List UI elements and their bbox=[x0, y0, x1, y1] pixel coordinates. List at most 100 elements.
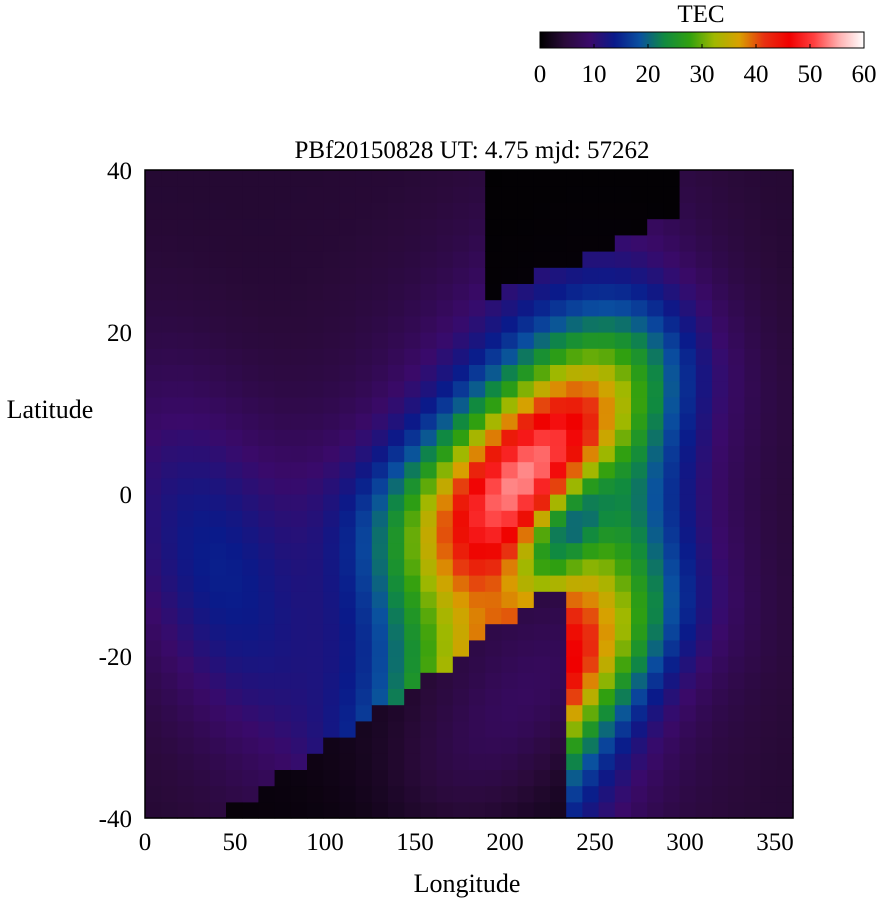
heatmap-cell bbox=[290, 348, 308, 365]
heatmap-cell bbox=[388, 591, 405, 608]
heatmap-cell bbox=[485, 364, 502, 382]
heatmap-cell bbox=[274, 785, 292, 803]
heatmap-cell bbox=[760, 720, 778, 738]
heatmap-cell bbox=[533, 186, 551, 203]
heatmap-cell bbox=[598, 623, 616, 641]
heatmap-cell bbox=[679, 202, 697, 220]
heatmap-cell bbox=[485, 510, 502, 527]
heatmap-cell bbox=[436, 575, 454, 592]
heatmap-cell bbox=[631, 299, 648, 317]
heatmap-cell bbox=[776, 396, 794, 414]
heatmap-cell bbox=[339, 170, 357, 187]
heatmap-cell bbox=[614, 737, 632, 754]
heatmap-cell bbox=[355, 720, 373, 738]
heatmap-cell bbox=[161, 575, 178, 592]
heatmap-cell bbox=[193, 542, 211, 560]
heatmap-cell bbox=[242, 737, 259, 754]
heatmap-cell bbox=[517, 688, 535, 706]
heatmap-cell bbox=[226, 526, 243, 544]
heatmap-cell bbox=[258, 461, 276, 479]
heatmap-cell bbox=[647, 332, 664, 349]
heatmap-cell bbox=[452, 413, 470, 430]
heatmap-cell bbox=[679, 494, 697, 511]
heatmap-cell bbox=[290, 672, 308, 689]
heatmap-cell bbox=[695, 461, 713, 479]
heatmap-cell bbox=[209, 332, 227, 349]
heatmap-cell bbox=[404, 348, 421, 365]
heatmap-cell bbox=[161, 429, 178, 446]
heatmap-cell bbox=[614, 542, 632, 560]
heatmap-cell bbox=[517, 672, 535, 689]
heatmap-cell bbox=[177, 461, 195, 479]
heatmap-cell bbox=[452, 639, 470, 657]
heatmap-cell bbox=[647, 623, 664, 641]
heatmap-cell bbox=[728, 315, 745, 333]
heatmap-cell bbox=[323, 801, 340, 819]
heatmap-cell bbox=[388, 283, 405, 301]
heatmap-cell bbox=[274, 623, 292, 641]
heatmap-cell bbox=[614, 753, 632, 770]
heatmap-cell bbox=[307, 494, 324, 511]
heatmap-cell bbox=[501, 494, 519, 511]
heatmap-cell bbox=[598, 510, 616, 527]
heatmap-cell bbox=[776, 299, 794, 317]
heatmap-cell bbox=[436, 801, 454, 819]
heatmap-cell bbox=[712, 234, 729, 252]
heatmap-cell bbox=[598, 445, 616, 463]
x-tick-label: 100 bbox=[306, 829, 344, 856]
heatmap-cell bbox=[614, 234, 632, 252]
heatmap-cell bbox=[323, 656, 340, 673]
heatmap-cell bbox=[695, 283, 713, 301]
heatmap-cell bbox=[420, 623, 438, 641]
heatmap-cell bbox=[404, 558, 421, 576]
heatmap-cell bbox=[290, 639, 308, 657]
heatmap-cell bbox=[598, 315, 616, 333]
heatmap-cell bbox=[420, 283, 438, 301]
heatmap-cell bbox=[712, 380, 729, 398]
heatmap-cell bbox=[436, 672, 454, 689]
heatmap-cell bbox=[177, 801, 195, 819]
heatmap-cell bbox=[614, 656, 632, 673]
heatmap-cell bbox=[663, 477, 681, 495]
heatmap-cell bbox=[728, 186, 745, 203]
heatmap-cell bbox=[469, 202, 486, 220]
heatmap-cell bbox=[566, 429, 583, 446]
heatmap-cell bbox=[760, 429, 778, 446]
heatmap-cell bbox=[193, 801, 211, 819]
heatmap-cell bbox=[776, 785, 794, 803]
heatmap-cell bbox=[371, 656, 389, 673]
heatmap-cell bbox=[566, 380, 583, 398]
heatmap-cell bbox=[776, 753, 794, 770]
heatmap-cell bbox=[177, 510, 195, 527]
heatmap-cell bbox=[209, 267, 227, 284]
heatmap-cell bbox=[388, 461, 405, 479]
heatmap-cell bbox=[209, 720, 227, 738]
heatmap-cell bbox=[371, 720, 389, 738]
heatmap-cell bbox=[339, 251, 357, 268]
heatmap-cell bbox=[436, 202, 454, 220]
heatmap-cell bbox=[436, 170, 454, 187]
heatmap-cell bbox=[566, 364, 583, 382]
heatmap-cell bbox=[161, 234, 178, 252]
heatmap-cell bbox=[355, 801, 373, 819]
heatmap-cell bbox=[744, 704, 762, 722]
heatmap-cell bbox=[614, 639, 632, 657]
heatmap-cell bbox=[582, 299, 600, 317]
heatmap-cell bbox=[760, 380, 778, 398]
heatmap-cell bbox=[598, 494, 616, 511]
heatmap-cell bbox=[566, 251, 583, 268]
heatmap-cell bbox=[145, 445, 162, 463]
heatmap-cell bbox=[226, 315, 243, 333]
heatmap-cell bbox=[226, 186, 243, 203]
heatmap-cell bbox=[582, 267, 600, 284]
heatmap-cell bbox=[388, 186, 405, 203]
heatmap-cell bbox=[582, 348, 600, 365]
heatmap-cell bbox=[177, 186, 195, 203]
heatmap-cell bbox=[290, 186, 308, 203]
heatmap-cell bbox=[209, 672, 227, 689]
heatmap-cell bbox=[533, 785, 551, 803]
heatmap-cell bbox=[355, 769, 373, 787]
heatmap-cell bbox=[404, 494, 421, 511]
heatmap-cell bbox=[679, 429, 697, 446]
heatmap-cell bbox=[728, 413, 745, 430]
